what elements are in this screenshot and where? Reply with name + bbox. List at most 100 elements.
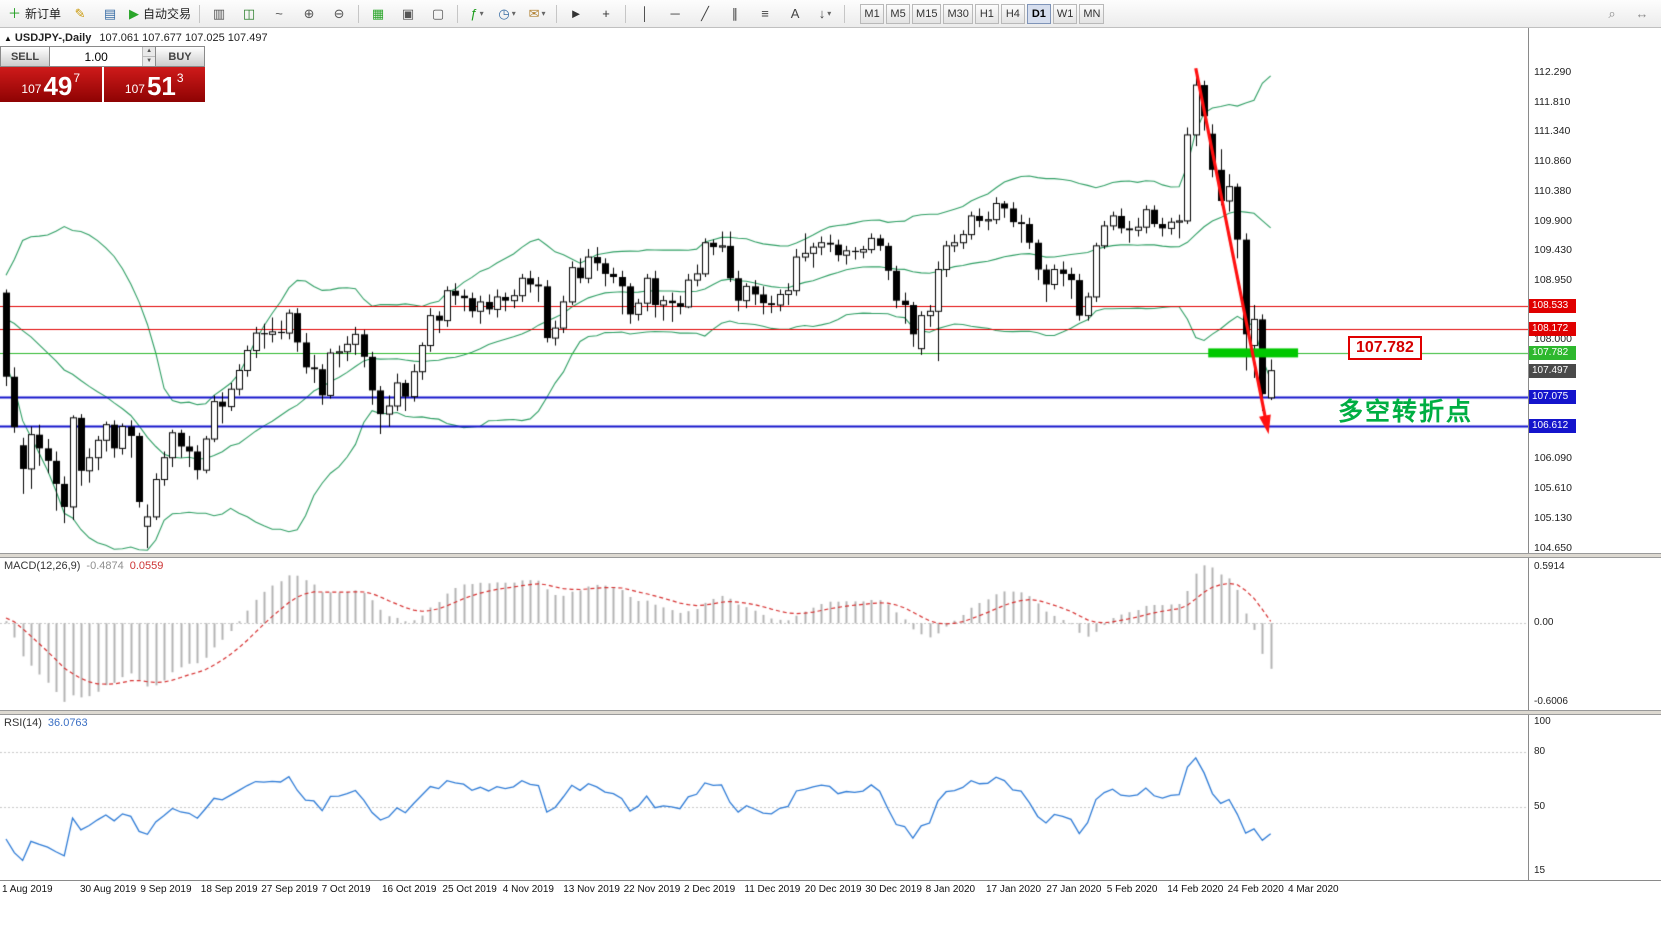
macd-signal-value: 0.0559 <box>129 560 164 572</box>
current-price-tag: 107.497 <box>1529 363 1576 378</box>
date-axis-label: 16 Oct 2019 <box>382 884 437 895</box>
templates-button[interactable]: ✉ ▾ <box>522 2 552 26</box>
cascade-windows-button[interactable]: ▣ <box>393 2 423 26</box>
sell-price-integer: 107 <box>21 82 42 96</box>
equidistant-channel-button[interactable]: ∥ <box>720 2 750 26</box>
vertical-line-button[interactable]: │ <box>630 2 660 26</box>
volume-control: ▲ ▼ <box>50 46 155 67</box>
date-axis-label: 22 Nov 2019 <box>623 884 681 895</box>
sell-price-button[interactable]: 107 49 7 <box>0 67 102 102</box>
macd-axis-label: -0.6006 <box>1534 696 1568 707</box>
date-axis-label: 7 Oct 2019 <box>321 884 371 895</box>
timeframe-button-m30[interactable]: M30 <box>943 3 973 24</box>
rsi-axis-label: 100 <box>1534 716 1551 727</box>
toolbar-separator <box>556 4 558 23</box>
macd-label: MACD(12,26,9) -0.4874 0.0559 <box>4 560 163 572</box>
indicators-button[interactable]: ƒ ▾ <box>462 2 492 26</box>
zoom-in-button[interactable]: ⊕ <box>294 2 324 26</box>
panel-splitter[interactable] <box>0 710 1661 715</box>
crosshair-icon: + <box>602 6 610 21</box>
timeframe-button-mn[interactable]: MN <box>1079 3 1105 24</box>
symbol-marker-icon: ▲ <box>4 34 12 43</box>
volume-down-button[interactable]: ▼ <box>143 57 155 66</box>
date-axis-label: 18 Sep 2019 <box>200 884 258 895</box>
horizontal-line-button[interactable]: ─ <box>660 2 690 26</box>
panel-splitter[interactable] <box>0 553 1661 558</box>
pivot-annotation-text[interactable]: 多空转折点 <box>1338 398 1474 426</box>
timeframe-button-h1[interactable]: H1 <box>974 3 999 24</box>
buy-button[interactable]: BUY <box>155 46 205 67</box>
new-order-button[interactable]: ＋新订单 <box>4 2 65 26</box>
cascade-windows-icon: ▣ <box>401 6 415 21</box>
cursor-icon: ► <box>569 6 583 21</box>
price-axis-label: 106.090 <box>1534 452 1572 465</box>
metaeditor-button[interactable]: ✎ <box>65 2 95 26</box>
price-axis-label: 110.860 <box>1534 155 1572 168</box>
bar-chart-icon: ▥ <box>212 6 226 21</box>
pan-horizontal-icon: ↔ <box>1635 6 1649 21</box>
chart-symbol-period: USDJPY-,Daily <box>14 32 92 44</box>
cursor-button[interactable]: ► <box>561 2 591 26</box>
date-axis-label: 25 Oct 2019 <box>442 884 497 895</box>
rsi-label: RSI(14) 36.0763 <box>4 717 88 729</box>
main-chart-canvas[interactable] <box>0 28 1528 553</box>
buy-price-button[interactable]: 107 51 3 <box>103 67 205 102</box>
equidistant-channel-icon: ∥ <box>731 6 739 21</box>
text-label-button[interactable]: A <box>780 2 810 26</box>
rsi-axis-label: 15 <box>1534 864 1546 876</box>
macd-name: MACD(12,26,9) <box>4 560 81 572</box>
metaeditor-icon: ✎ <box>74 6 86 21</box>
price-axis-label: 110.380 <box>1534 185 1572 197</box>
macd-canvas[interactable] <box>0 558 1528 710</box>
date-axis-label: 5 Feb 2020 <box>1106 884 1158 895</box>
sell-button[interactable]: SELL <box>0 46 50 67</box>
timeframe-button-m1[interactable]: M1 <box>860 3 885 24</box>
arrows-tool-button[interactable]: ↓ ▾ <box>810 2 840 26</box>
price-axis-label: 104.650 <box>1534 542 1572 555</box>
volume-up-button[interactable]: ▲ <box>143 47 155 57</box>
zoom-out-button[interactable]: ⊖ <box>324 2 354 26</box>
new-order-icon: ＋ <box>8 6 22 21</box>
bar-chart-button[interactable]: ▥ <box>204 2 234 26</box>
arrange-windows-button[interactable]: ▢ <box>423 2 453 26</box>
arrows-tool-caret-icon: ▾ <box>827 9 832 18</box>
date-axis-label: 17 Jan 2020 <box>986 884 1042 895</box>
timeframe-button-h4[interactable]: H4 <box>1000 3 1025 24</box>
price-axis-label: 108.950 <box>1534 274 1572 287</box>
toolbar-left-group: ＋新订单 ✎ ▤ ▶ 自动交易 ▥ ◫ ~ ⊕ ⊖ ▦ ▣ ▢ ƒ ▾ ◷ ▾ ✉ ▾ ► + │ ─ ╱ ∥ ≡ A ↓ ▾ <box>4 2 849 26</box>
window-bottom-space <box>0 898 1661 947</box>
pan-horizontal-button[interactable]: ↔ <box>1627 2 1657 26</box>
rsi-canvas[interactable] <box>0 715 1528 880</box>
profiles-button[interactable]: ▤ <box>95 2 125 26</box>
timeframe-button-m15[interactable]: M15 <box>912 3 942 24</box>
periods-button[interactable]: ◷ ▾ <box>492 2 522 26</box>
zoom-out-icon: ⊖ <box>333 6 345 21</box>
periods-caret-icon: ▾ <box>511 9 516 18</box>
crosshair-button[interactable]: + <box>591 2 621 26</box>
autotrading-label: 自动交易 <box>143 7 192 21</box>
level-price-callout[interactable]: 107.782 <box>1348 336 1422 360</box>
search-button[interactable]: ⌕ <box>1597 2 1627 26</box>
trendline-button[interactable]: ╱ <box>690 2 720 26</box>
arrange-windows-icon: ▢ <box>431 6 445 21</box>
tile-windows-button[interactable]: ▦ <box>363 2 393 26</box>
price-axis[interactable]: 112.290 111.810 111.340 110.860 110.380 109.9… <box>1528 28 1661 555</box>
date-axis-label: 4 Mar 2020 <box>1288 884 1339 895</box>
time-axis[interactable]: 1 Aug 2019 30 Aug 2019 9 Sep 2019 18 Sep 20… <box>0 880 1661 898</box>
fibonacci-button[interactable]: ≡ <box>750 2 780 26</box>
candlestick-chart-button[interactable]: ◫ <box>234 2 264 26</box>
autotrading-button[interactable]: ▶ 自动交易 <box>125 2 195 26</box>
date-axis-label: 30 Aug 2019 <box>80 884 137 895</box>
timeframe-group: M1 M5 M15 M30 H1 H4 D1 W1 MN <box>859 3 1105 24</box>
rsi-axis: 100 80 50 15 <box>1528 715 1661 880</box>
volume-input[interactable] <box>50 47 143 66</box>
timeframe-button-m5[interactable]: M5 <box>886 3 911 24</box>
rsi-panel: RSI(14) 36.0763 <box>0 715 1528 880</box>
line-chart-button[interactable]: ~ <box>264 2 294 26</box>
timeframe-button-d1[interactable]: D1 <box>1026 3 1051 24</box>
timeframe-button-w1[interactable]: W1 <box>1052 3 1078 24</box>
date-axis-label: 27 Jan 2020 <box>1046 884 1102 895</box>
rsi-name: RSI(14) <box>4 717 42 729</box>
one-click-trading-panel: SELL ▲ ▼ BUY 107 49 7 107 51 3 <box>0 46 205 102</box>
toolbar: ＋新订单 ✎ ▤ ▶ 自动交易 ▥ ◫ ~ ⊕ ⊖ ▦ ▣ ▢ ƒ ▾ ◷ ▾ ✉ ▾ ► + │ ─ ╱ ∥ ≡ A ↓ ▾ M1 M5… <box>0 0 1661 28</box>
